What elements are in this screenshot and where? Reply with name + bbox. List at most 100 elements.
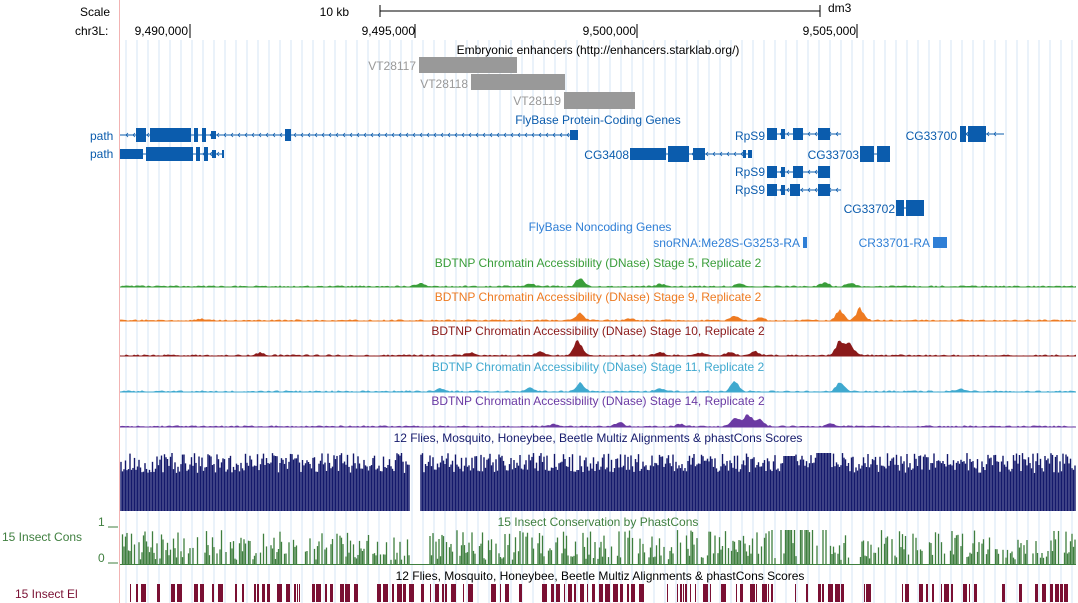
gene-exon xyxy=(136,128,146,142)
conserved-element xyxy=(680,584,682,602)
conserved-element xyxy=(1002,584,1005,602)
strand-chevron xyxy=(496,132,500,138)
gene-exon xyxy=(196,147,200,161)
strand-chevron xyxy=(986,131,990,137)
conserved-element xyxy=(806,584,808,602)
strand-chevron xyxy=(503,132,507,138)
conserved-element xyxy=(685,584,687,602)
conserved-element xyxy=(403,584,406,602)
conserved-element xyxy=(354,584,358,602)
gene-label-rps9[interactable]: RpS9 xyxy=(734,183,765,197)
gene-label-cg33700[interactable]: CG33700 xyxy=(905,129,957,143)
gene-exon xyxy=(781,129,785,139)
gene-label-rps9[interactable]: RpS9 xyxy=(734,165,765,179)
cons-scale-max: 1 xyxy=(98,515,105,529)
conserved-element xyxy=(430,584,431,602)
conserved-element xyxy=(568,584,572,602)
conserved-element xyxy=(1019,584,1022,602)
gene-model-rps9-3 xyxy=(767,184,841,196)
position-tick-label: 9,505,000 xyxy=(802,24,856,38)
gene-label-rps9[interactable]: RpS9 xyxy=(734,129,765,143)
conserved-element xyxy=(1042,584,1046,602)
conserved-element xyxy=(235,584,237,602)
strand-chevron xyxy=(391,132,395,138)
gene-label-path-1[interactable]: path xyxy=(90,129,114,143)
strand-chevron xyxy=(370,132,374,138)
gene-label-cg3408[interactable]: CG3408 xyxy=(584,148,629,162)
enhancer-label-vt28119[interactable]: VT28119 xyxy=(513,94,561,108)
conserved-element xyxy=(762,584,767,602)
conserved-element xyxy=(299,584,300,602)
conserved-element xyxy=(620,584,623,602)
position-tick-label: 9,500,000 xyxy=(582,24,636,38)
strand-chevron xyxy=(993,131,997,137)
gene-label-cg33702[interactable]: CG33702 xyxy=(843,202,895,216)
strand-chevron xyxy=(384,132,388,138)
gene-exon xyxy=(570,130,578,140)
gene-exon xyxy=(968,126,986,142)
conserved-element xyxy=(592,584,595,602)
gene-label-path-2[interactable]: path xyxy=(90,147,114,161)
gene-label-cg33703[interactable]: CG33703 xyxy=(807,148,859,162)
conserved-element xyxy=(136,584,138,602)
strand-chevron xyxy=(705,151,709,157)
strand-chevron xyxy=(524,132,528,138)
conserved-element xyxy=(919,584,923,602)
conserved-element xyxy=(944,584,949,602)
conserved-element xyxy=(409,584,414,602)
conserved-element xyxy=(212,584,214,602)
conserved-element xyxy=(613,584,618,602)
conserved-element xyxy=(171,584,175,602)
noncoding-gene-snorna xyxy=(803,237,807,248)
gene-label-cr33701[interactable]: CR33701-RA xyxy=(858,236,930,250)
enhancer-label-vt28117[interactable]: VT28117 xyxy=(368,59,416,73)
conserved-element xyxy=(926,584,928,602)
conserved-element xyxy=(721,584,726,602)
elements-track-left-label[interactable]: 15 Insect El xyxy=(15,587,78,601)
conserved-element xyxy=(974,584,977,602)
strand-chevron xyxy=(814,131,818,137)
enhancer-label-vt28118[interactable]: VT28118 xyxy=(420,77,468,91)
enhancer-box-vt28117 xyxy=(419,57,517,73)
gene-exon xyxy=(767,128,777,140)
strand-chevron xyxy=(223,132,227,138)
gene-exon xyxy=(906,200,924,216)
conserved-element xyxy=(277,584,282,602)
gene-exon xyxy=(212,150,216,158)
conserved-element xyxy=(580,584,584,602)
strand-chevron xyxy=(559,132,563,138)
strand-chevron xyxy=(342,132,346,138)
gene-model-path-2 xyxy=(120,147,224,161)
conserved-element xyxy=(941,584,942,602)
position-tick-label: 9,495,000 xyxy=(361,24,415,38)
conserved-element xyxy=(695,584,696,602)
strand-chevron xyxy=(726,151,730,157)
strand-chevron xyxy=(719,151,723,157)
gene-exon xyxy=(204,147,208,161)
conserved-element xyxy=(194,584,198,602)
conserved-element xyxy=(345,584,350,602)
conserved-element xyxy=(377,584,381,602)
scale-bar-label: 10 kb xyxy=(319,5,349,19)
strand-chevron xyxy=(440,132,444,138)
gene-label-snorna-me28s-g3253[interactable]: snoRNA:Me28S-G3253-RA xyxy=(653,236,800,250)
conserved-element xyxy=(574,584,576,602)
gene-exon xyxy=(781,167,785,177)
conserved-element xyxy=(392,584,394,602)
strand-chevron xyxy=(786,169,790,175)
cons-track-left-label[interactable]: 15 Insect Cons xyxy=(2,530,83,544)
scale-label: Scale xyxy=(80,5,111,19)
multiz-bars xyxy=(120,453,1076,511)
conserved-element xyxy=(556,584,560,602)
conserved-element xyxy=(795,584,796,602)
strand-chevron xyxy=(363,132,367,138)
gene-exon xyxy=(896,200,904,216)
gene-exon xyxy=(222,150,224,158)
dnase-stage9-track-title: BDTNP Chromatin Accessibility (DNase) St… xyxy=(434,290,762,304)
strand-chevron xyxy=(786,131,790,137)
conserved-element xyxy=(435,584,439,602)
gene-model-cg33703 xyxy=(860,146,890,162)
enhancers-track-title: Embryonic enhancers (http://enhancers.st… xyxy=(456,43,740,57)
